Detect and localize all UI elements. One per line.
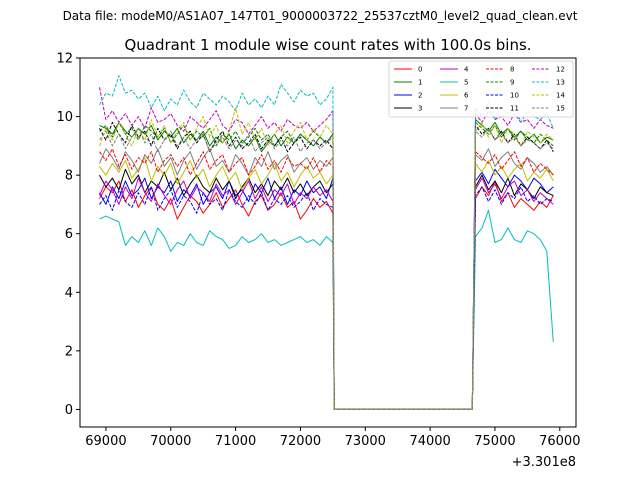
legend-label-13: 13 (556, 79, 565, 87)
y-tick-label: 0 (65, 403, 73, 418)
legend-label-1: 1 (418, 79, 422, 87)
series-line-4 (99, 177, 554, 410)
y-tick-label: 8 (65, 169, 73, 184)
x-tick-label: 74000 (409, 434, 450, 449)
series-line-1 (99, 119, 554, 410)
legend-box (388, 60, 574, 118)
series-line-12 (99, 87, 554, 410)
y-tick-label: 12 (56, 52, 73, 67)
y-tick-label: 4 (65, 286, 73, 301)
legend-label-6: 6 (464, 92, 469, 100)
series-layer (99, 75, 554, 410)
series-line-15 (99, 127, 554, 410)
x-tick-label: 75000 (474, 434, 515, 449)
series-line-10 (99, 186, 554, 410)
legend-label-15: 15 (556, 105, 565, 113)
legend-label-7: 7 (464, 105, 468, 113)
plot-frame (79, 57, 577, 428)
legend-label-0: 0 (418, 66, 422, 74)
legend-label-9: 9 (510, 79, 514, 87)
x-offset-label: +3.301e8 (512, 455, 576, 470)
x-tick-label: 70000 (150, 434, 191, 449)
series-line-14 (99, 107, 554, 410)
legend-label-2: 2 (418, 92, 422, 100)
legend-label-8: 8 (510, 66, 514, 74)
series-line-3 (99, 168, 554, 410)
legend-label-5: 5 (464, 79, 468, 87)
legend-label-4: 4 (464, 66, 469, 74)
plot-area (80, 58, 576, 427)
x-tick-label: 69000 (85, 434, 126, 449)
series-line-9 (99, 121, 554, 410)
series-line-8 (99, 148, 554, 410)
y-tick-label: 6 (65, 227, 73, 242)
series-line-6 (99, 157, 554, 410)
legend-label-14: 14 (556, 92, 565, 100)
x-tick-label: 76000 (539, 434, 580, 449)
x-tick-label: 71000 (215, 434, 256, 449)
legend-label-10: 10 (510, 92, 519, 100)
x-tick-label: 73000 (345, 434, 386, 449)
legend-label-3: 3 (418, 105, 422, 113)
legend-label-11: 11 (510, 105, 519, 113)
suptitle: Data file: modeM0/AS1A07_147T01_90000037… (63, 9, 578, 23)
series-line-5 (99, 209, 554, 410)
axes-layer: 69000 70000 71000 72000 73000 74000 75000 76000… (56, 52, 580, 450)
y-tick-label: 10 (56, 110, 73, 125)
x-tick-label: 72000 (280, 434, 321, 449)
y-tick-label: 2 (65, 344, 73, 359)
legend-label-12: 12 (556, 66, 565, 74)
chart-title: Quadrant 1 module wise count rates with … (124, 36, 531, 54)
